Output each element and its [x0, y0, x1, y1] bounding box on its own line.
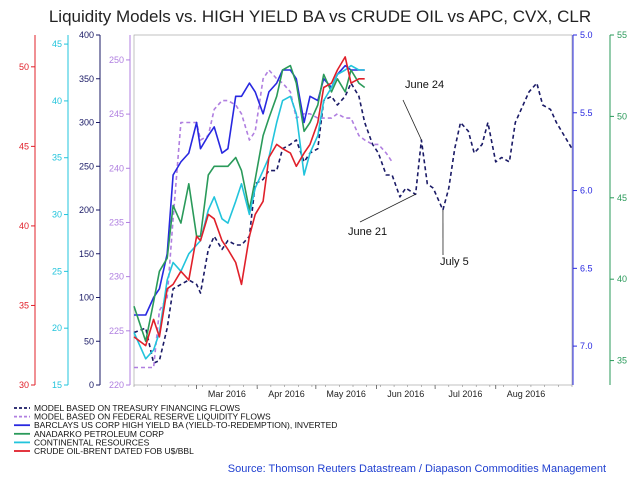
- tick-label-blue: 7.0: [580, 341, 593, 351]
- tick-label-blue: 6.0: [580, 186, 593, 196]
- axes-layer: 30 35 40 45 50 15 20 25 30 35 40 45 0 50 100 150 200 250 3…: [19, 30, 627, 399]
- tick-label-navy: 250: [79, 161, 94, 171]
- legend-label-1: MODEL BASED ON FEDERAL RESERVE LIQUIDITY…: [34, 412, 271, 422]
- series-layer: [133, 56, 573, 369]
- tick-label-cyan: 35: [52, 153, 62, 163]
- legend-label-5: CRUDE OIL-BRENT DATED FOB U$/BBL: [34, 446, 194, 456]
- tick-label-navy: 100: [79, 293, 94, 303]
- source-note: Source: Thomson Reuters Datastream / Dia…: [228, 463, 606, 475]
- tick-label-red: 45: [19, 141, 29, 151]
- tick-label-navy: 50: [84, 336, 94, 346]
- x-tick-label: Jul 2016: [448, 389, 482, 399]
- tick-label-cyan: 40: [52, 96, 62, 106]
- series-line-5: [133, 56, 365, 347]
- tick-label-purple: 240: [109, 163, 124, 173]
- legend-label-0: MODEL BASED ON TREASURY FINANCING FLOWS: [34, 403, 240, 413]
- tick-label-green: 35: [617, 356, 627, 366]
- tick-label-green: 50: [617, 111, 627, 121]
- tick-label-purple: 235: [109, 217, 124, 227]
- tick-label-purple: 250: [109, 55, 124, 65]
- x-tick-label: Apr 2016: [268, 389, 305, 399]
- annotation-label: July 5: [440, 256, 469, 268]
- chart-title: Liquidity Models vs. HIGH YIELD BA vs CR…: [49, 7, 591, 26]
- tick-label-purple: 230: [109, 272, 124, 282]
- tick-label-green: 55: [617, 30, 627, 40]
- tick-label-red: 50: [19, 62, 29, 72]
- tick-label-purple: 220: [109, 380, 124, 390]
- series-line-1: [134, 69, 393, 369]
- x-tick-label: Aug 2016: [507, 389, 546, 399]
- plot-frame: [133, 34, 573, 386]
- tick-label-purple: 225: [109, 326, 124, 336]
- annotation-leader: [359, 193, 416, 223]
- x-tick-label: Jun 2016: [387, 389, 424, 399]
- tick-label-navy: 300: [79, 118, 94, 128]
- tick-label-red: 35: [19, 300, 29, 310]
- legend-label-4: CONTINENTAL RESOURCES: [34, 437, 150, 447]
- tick-label-cyan: 15: [52, 380, 62, 390]
- tick-label-red: 40: [19, 221, 29, 231]
- tick-label-navy: 350: [79, 74, 94, 84]
- x-tick-label: May 2016: [326, 389, 366, 399]
- legend-label-2: BARCLAYS US CORP HIGH YIELD BA (YIELD-TO…: [34, 420, 337, 430]
- annotation-layer: June 24 June 21 July 5: [348, 79, 469, 268]
- tick-label-navy: 400: [79, 30, 94, 40]
- tick-label-blue: 6.5: [580, 263, 593, 273]
- series-line-0: [133, 82, 573, 364]
- tick-label-blue: 5.5: [580, 108, 593, 118]
- tick-label-purple: 245: [109, 109, 124, 119]
- legend-label-3: ANADARKO PETROLEUM CORP: [34, 429, 164, 439]
- tick-label-navy: 0: [89, 380, 94, 390]
- annotation-leader: [402, 99, 422, 141]
- tick-label-green: 45: [617, 193, 627, 203]
- tick-label-cyan: 25: [52, 266, 62, 276]
- tick-label-cyan: 20: [52, 323, 62, 333]
- x-tick-label: Mar 2016: [208, 389, 246, 399]
- series-line-3: [133, 64, 366, 343]
- tick-label-green: 40: [617, 274, 627, 284]
- tick-label-red: 30: [19, 380, 29, 390]
- tick-label-navy: 150: [79, 249, 94, 259]
- tick-label-cyan: 30: [52, 210, 62, 220]
- legend: MODEL BASED ON TREASURY FINANCING FLOWSM…: [14, 403, 337, 456]
- annotation-label: June 24: [405, 79, 444, 91]
- tick-label-blue: 5.0: [580, 30, 593, 40]
- series-line-4: [133, 64, 365, 360]
- annotation-label: June 21: [348, 226, 387, 238]
- tick-label-cyan: 45: [52, 39, 62, 49]
- tick-label-navy: 200: [79, 205, 94, 215]
